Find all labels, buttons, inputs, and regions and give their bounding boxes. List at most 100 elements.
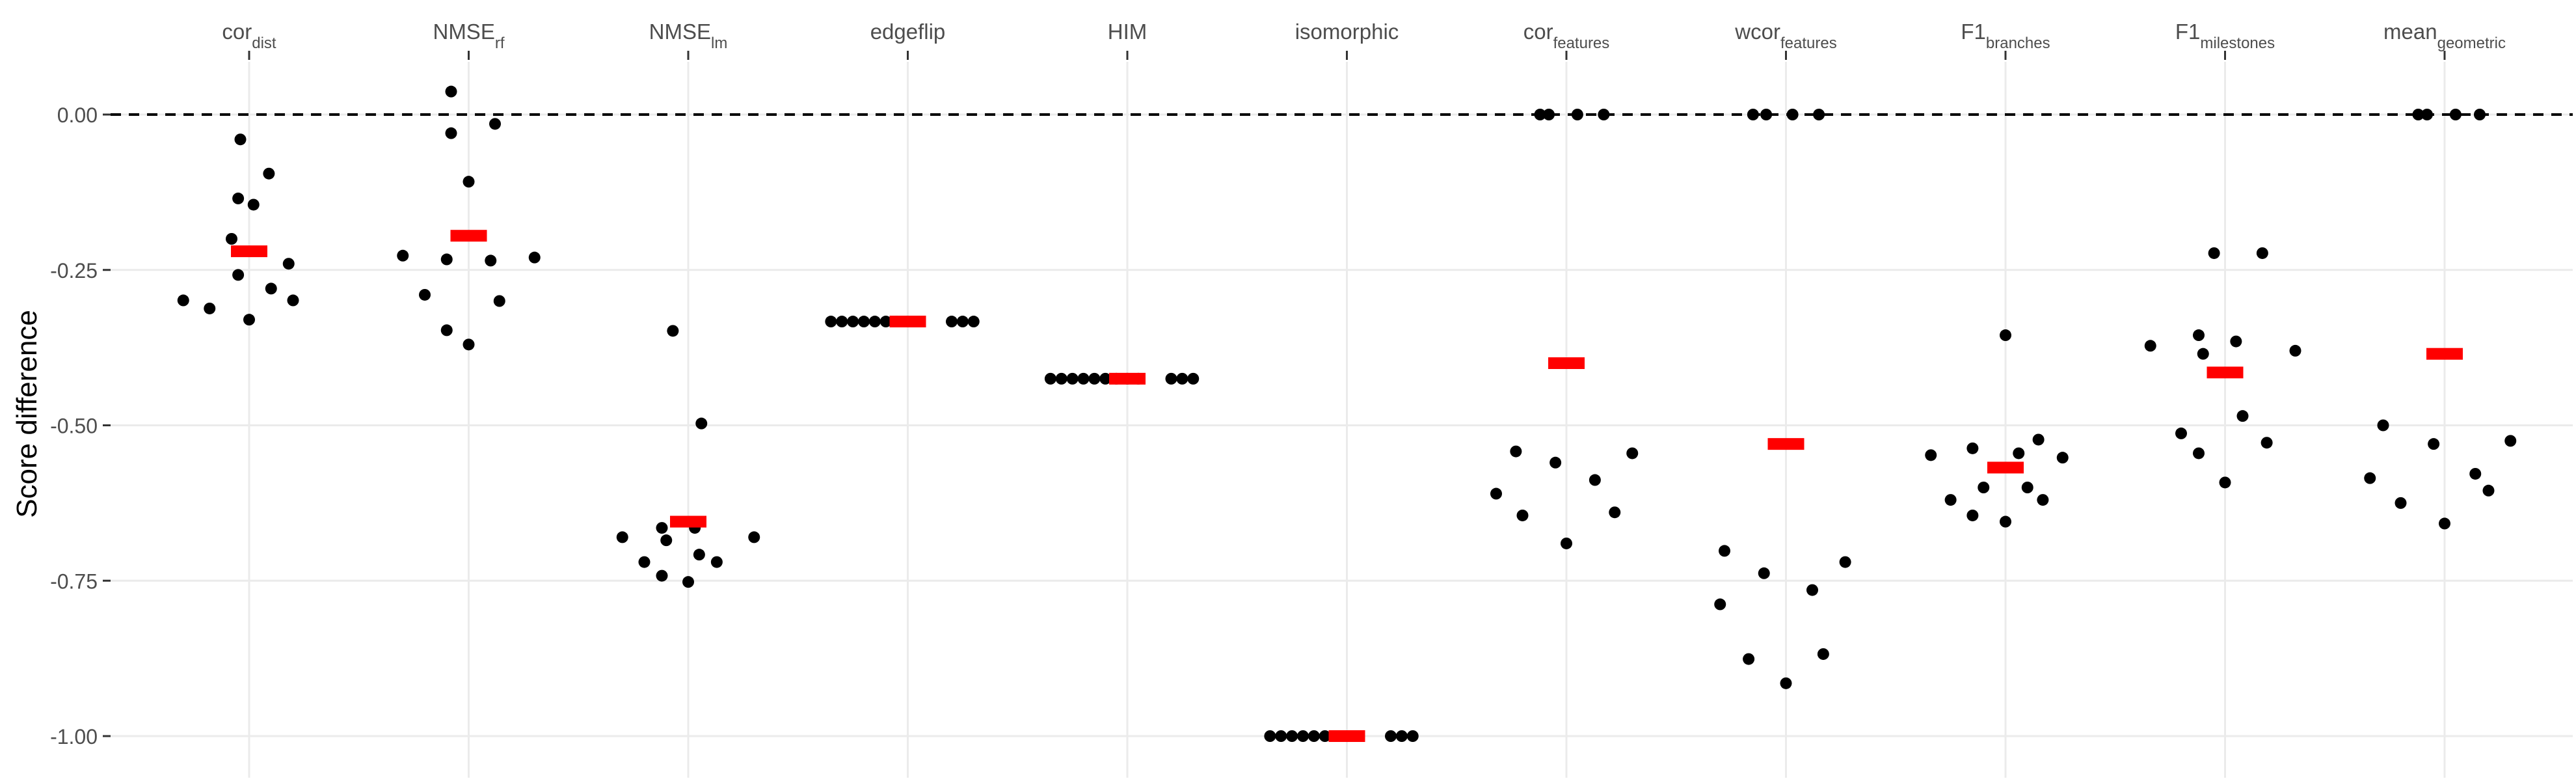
data-point	[1286, 730, 1298, 742]
data-point	[1758, 567, 1770, 579]
data-point	[638, 556, 651, 568]
data-point	[967, 316, 980, 328]
data-point	[946, 316, 958, 328]
data-point	[463, 338, 475, 351]
y-tick-label: -0.25	[50, 259, 98, 282]
data-point	[1297, 730, 1309, 742]
data-point	[2256, 247, 2268, 259]
x-tick-label: NMSErf	[433, 20, 504, 52]
data-point	[1944, 494, 1957, 506]
x-tick-label: NMSElm	[649, 20, 728, 52]
data-point	[263, 167, 275, 180]
data-point	[232, 269, 245, 281]
data-point	[868, 316, 881, 328]
data-point	[1176, 372, 1188, 385]
data-point	[616, 531, 628, 543]
data-point	[528, 251, 541, 264]
data-point	[1978, 482, 1990, 493]
data-point	[1066, 372, 1079, 385]
data-point	[1806, 584, 1818, 596]
data-point	[693, 549, 705, 561]
data-point	[2421, 109, 2433, 120]
data-point	[2013, 447, 2025, 459]
data-point	[1165, 372, 1177, 385]
mean-marker	[1109, 372, 1146, 385]
data-point	[226, 233, 237, 245]
data-point	[1055, 372, 1067, 385]
data-point	[1561, 537, 1572, 549]
y-axis-title: Score difference	[11, 310, 43, 518]
data-point	[2193, 329, 2205, 342]
data-point	[282, 258, 295, 270]
data-point	[177, 294, 189, 307]
data-point	[489, 118, 501, 130]
data-point	[2193, 447, 2205, 459]
data-point	[2175, 427, 2187, 439]
data-point	[2449, 109, 2462, 120]
data-point	[2504, 435, 2517, 447]
data-point	[1406, 730, 1419, 742]
data-point	[1264, 730, 1276, 742]
data-point	[660, 534, 673, 547]
data-point	[232, 192, 245, 204]
mean-markers	[231, 230, 2463, 742]
data-point	[1308, 730, 1320, 742]
data-point	[1395, 730, 1408, 742]
data-point	[2412, 109, 2424, 120]
y-axis: 0.00 -0.25 -0.50 -0.75 -1.00	[50, 103, 111, 748]
data-point	[2021, 482, 2033, 493]
mean-marker	[889, 316, 926, 328]
data-point	[204, 302, 216, 314]
data-point	[2395, 497, 2407, 509]
data-point	[1719, 545, 1730, 557]
data-point	[2000, 515, 2011, 528]
data-point	[1786, 109, 1799, 120]
data-point	[1817, 648, 1829, 660]
data-point	[1780, 677, 1792, 689]
data-point	[667, 325, 679, 337]
data-point	[397, 249, 409, 262]
data-point	[287, 294, 299, 307]
data-point	[2469, 467, 2482, 480]
data-point	[2474, 109, 2486, 120]
data-point	[1966, 509, 1979, 521]
data-point	[1813, 109, 1825, 120]
data-point	[1966, 442, 1979, 454]
y-tick-label: -1.00	[50, 725, 98, 748]
data-point	[1510, 445, 1522, 458]
mean-marker	[2207, 366, 2244, 379]
data-point	[419, 288, 431, 301]
data-point	[1550, 456, 1562, 469]
data-point	[710, 556, 723, 568]
data-point	[2056, 452, 2069, 464]
data-point	[2000, 329, 2011, 342]
mean-marker	[1328, 730, 1365, 742]
data-point	[825, 316, 837, 328]
data-point	[656, 569, 668, 582]
data-point	[2144, 340, 2156, 352]
data-point	[440, 253, 453, 266]
data-point	[2032, 433, 2045, 446]
data-point	[1626, 447, 1639, 459]
data-point	[1747, 109, 1759, 120]
data-point	[748, 531, 760, 543]
data-point	[2364, 472, 2376, 484]
x-tick-label: isomorphic	[1295, 20, 1399, 44]
data-point	[234, 133, 247, 146]
mean-marker	[670, 515, 706, 528]
data-point	[2197, 348, 2209, 360]
y-tick-label: -0.50	[50, 415, 98, 438]
data-point	[1077, 372, 1090, 385]
data-point	[1490, 487, 1502, 500]
x-tick-label: F1branches	[1961, 20, 2050, 52]
data-point	[1044, 372, 1056, 385]
data-point	[695, 417, 708, 430]
x-tick-label: meangeometric	[2383, 20, 2506, 52]
data-point	[1839, 556, 1851, 568]
data-point	[485, 254, 497, 267]
mean-marker	[1767, 438, 1805, 450]
data-point	[445, 85, 457, 98]
data-point	[1543, 109, 1555, 120]
data-point	[243, 314, 255, 326]
